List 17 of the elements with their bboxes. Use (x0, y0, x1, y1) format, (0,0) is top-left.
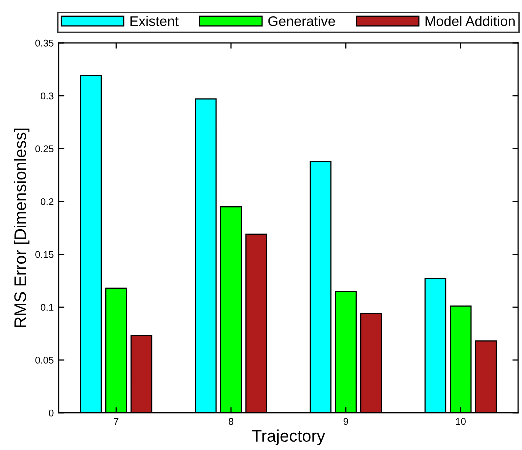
y-tick-label: 0.05 (36, 356, 54, 364)
x-axis-title: Trajectory (252, 430, 326, 446)
y-tick-label: 0.35 (36, 40, 54, 47)
x-tick-label: 9 (344, 418, 348, 426)
legend-label: Model Addition (426, 16, 515, 26)
y-axis-title: RMS Error [Dimensionless] (14, 128, 30, 328)
y-tick-label: 0.3 (40, 92, 54, 100)
y-tick-label: 0.25 (36, 146, 54, 153)
legend-label: Generative (268, 16, 336, 26)
x-tick-label: 7 (114, 418, 119, 426)
y-tick-label: 0.15 (36, 251, 54, 258)
x-tick-label: 8 (228, 418, 234, 426)
y-tick-label: 0 (49, 410, 54, 417)
y-tick-label: 0.1 (40, 304, 54, 312)
x-tick-label: 10 (456, 418, 466, 426)
y-tick-label: 0.2 (40, 198, 54, 206)
legend-label: Existent (130, 16, 179, 26)
